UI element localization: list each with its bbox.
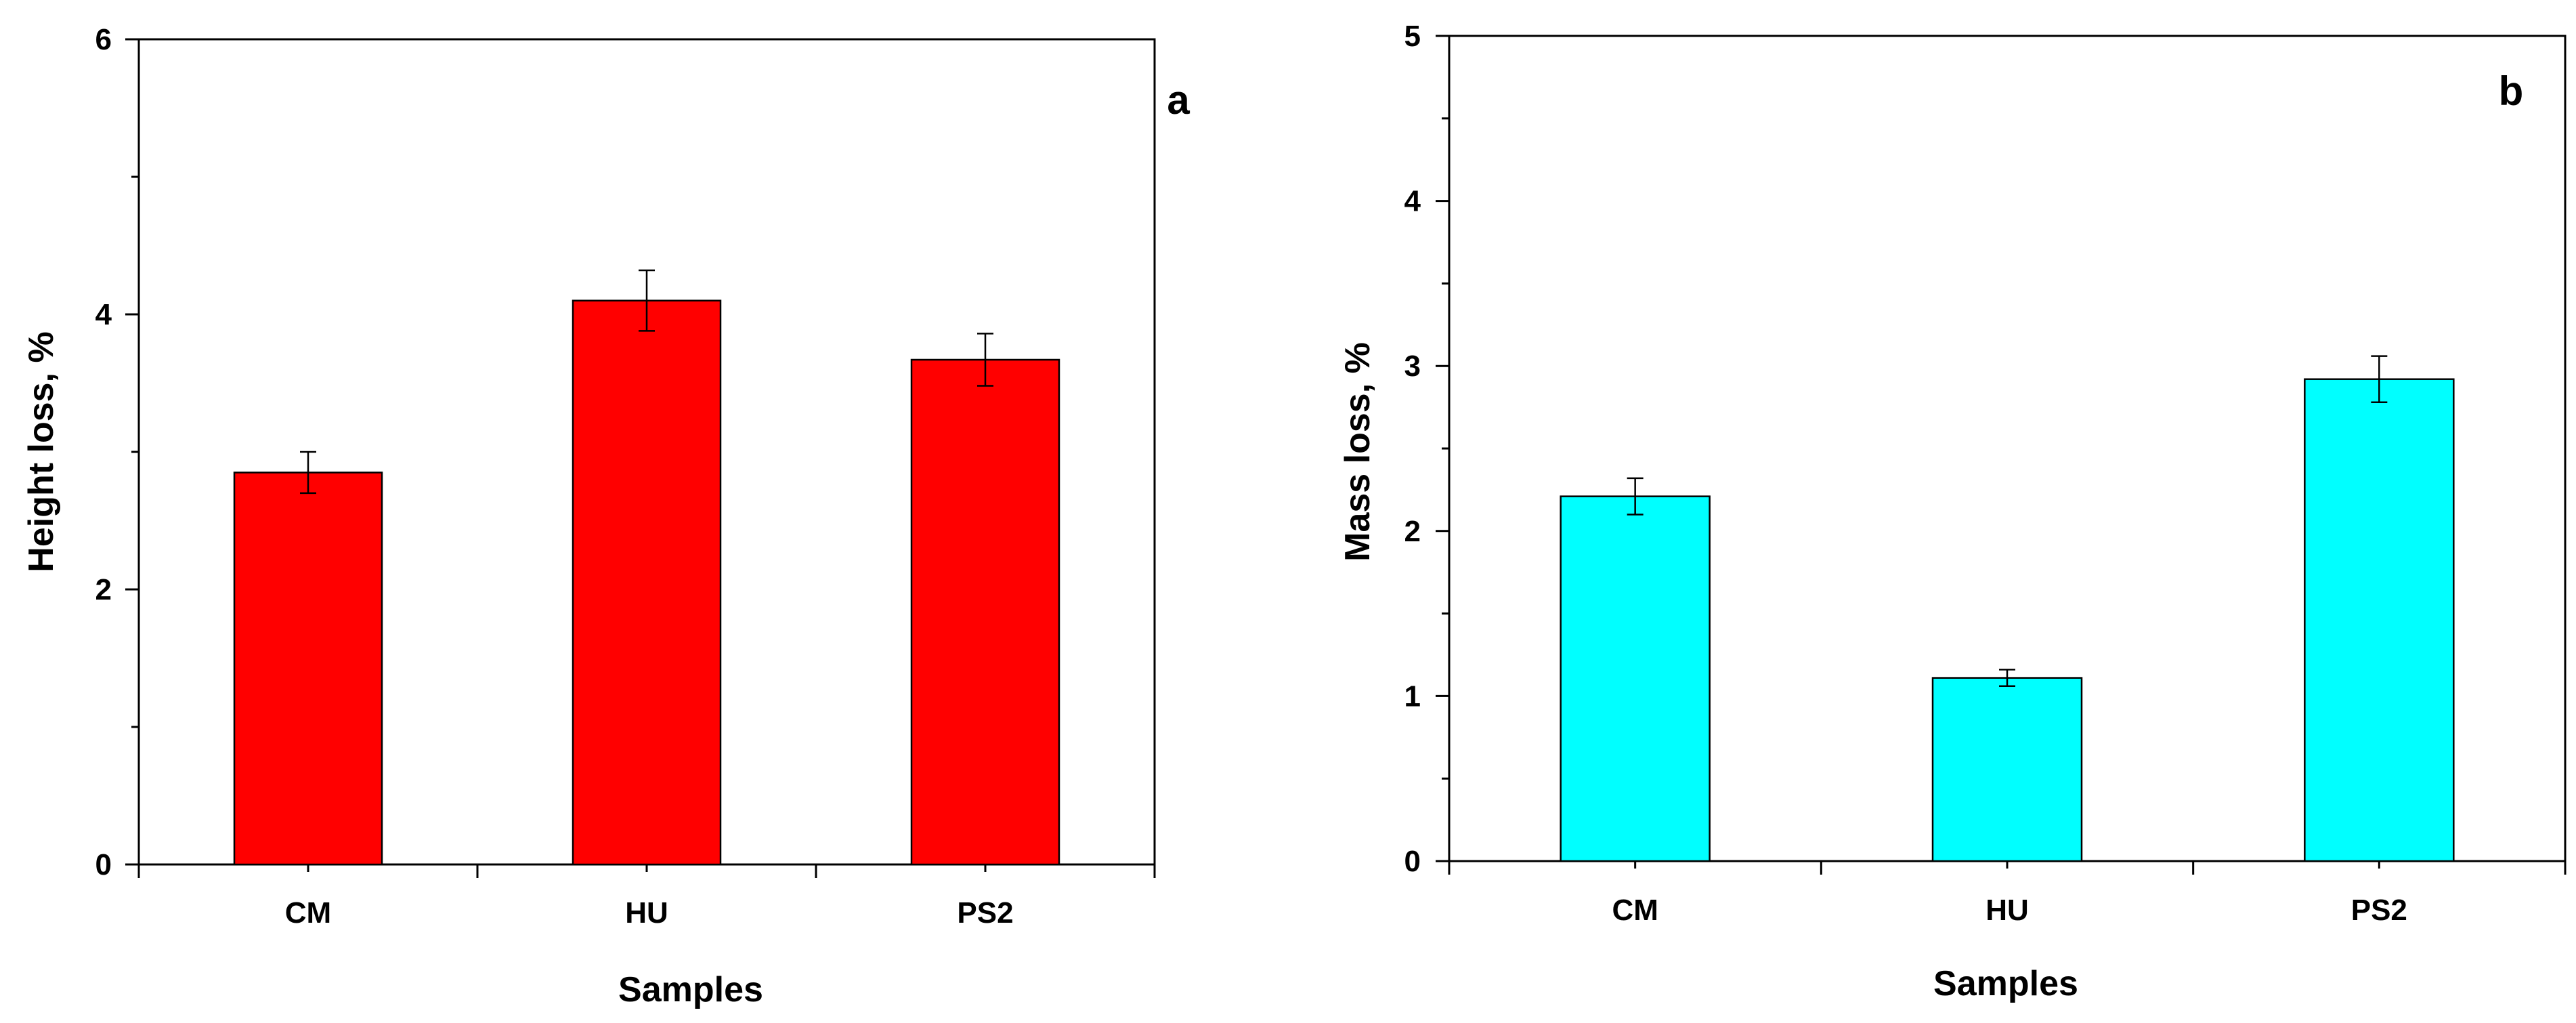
chart-panel-a: 0 2 4 6 CM HU PS2 a Samples Height loss, % (22, 23, 1190, 1009)
y-tick-label: 5 (1404, 20, 1421, 53)
bar-cm (233, 472, 383, 866)
panel-label-b: b (2499, 68, 2524, 114)
y-tick-label: 4 (95, 298, 112, 331)
chart-panel-b: 0 1 2 3 4 5 CM HU PS2 b Samples Mass loss, % (1338, 20, 2567, 1003)
y-tick-label: 4 (1404, 185, 1421, 218)
error-bars-a (300, 269, 993, 495)
y-tick-labels-a: 0 2 4 6 (95, 23, 112, 881)
x-tick-label-cm: CM (285, 896, 331, 930)
y-axis-ticks-b (1436, 35, 1449, 862)
y-tick-label: 0 (95, 848, 112, 881)
x-tick-labels-b: CM HU PS2 (1612, 894, 2407, 927)
x-tick-labels-a: CM HU PS2 (285, 896, 1014, 930)
bar-hu (1931, 677, 2083, 862)
x-axis-title-b: Samples (1933, 964, 2078, 1003)
y-tick-label: 2 (95, 573, 112, 606)
x-axis-ticks-a (137, 864, 1156, 878)
x-tick-label-hu: HU (625, 896, 668, 930)
y-tick-label: 6 (95, 23, 112, 56)
y-tick-labels-b: 0 1 2 3 4 5 (1404, 20, 1421, 878)
bar-ps2 (910, 358, 1060, 866)
x-tick-label-hu: HU (1985, 894, 2029, 927)
y-axis-title-a: Height loss, % (22, 331, 61, 572)
x-axis-ticks-b (1448, 861, 2567, 875)
bars-b (1560, 378, 2455, 862)
y-axis-title-b: Mass loss, % (1338, 342, 1377, 562)
x-tick-label-ps2: PS2 (2351, 894, 2407, 927)
y-tick-label: 1 (1404, 680, 1421, 713)
y-axis-ticks-a (125, 38, 139, 866)
bar-cm (1560, 495, 1711, 862)
error-bars-b (1627, 355, 2388, 688)
bars-a (233, 299, 1060, 866)
x-tick-label-ps2: PS2 (957, 896, 1013, 930)
y-tick-label: 3 (1404, 350, 1421, 383)
panel-label-a: a (1167, 77, 1190, 123)
y-tick-label: 2 (1404, 515, 1421, 548)
y-tick-label: 0 (1404, 845, 1421, 878)
x-axis-title-a: Samples (618, 970, 763, 1009)
x-tick-label-cm: CM (1612, 894, 1658, 927)
bar-ps2 (2304, 378, 2455, 862)
bar-hu (572, 299, 722, 866)
